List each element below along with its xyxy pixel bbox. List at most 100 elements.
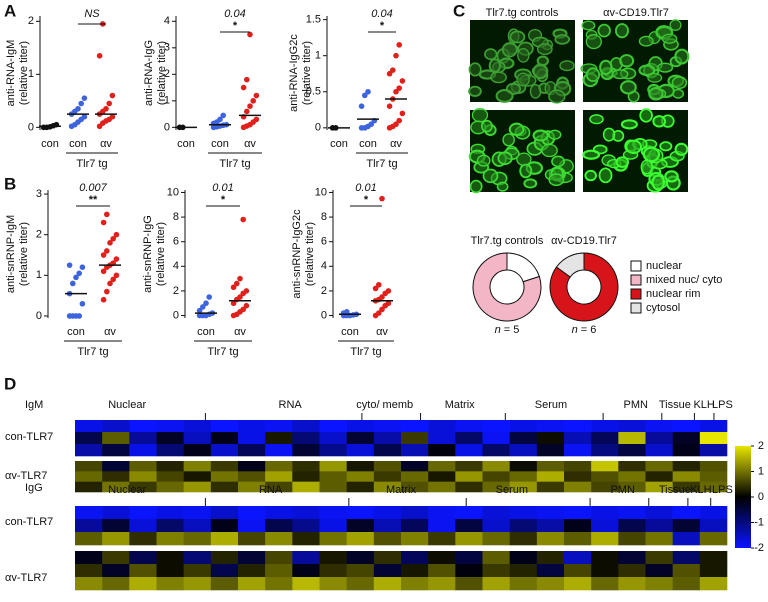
- image-title: αv-CD19.Tlr7: [603, 7, 669, 19]
- dot: [76, 313, 82, 319]
- dot: [376, 281, 382, 288]
- heatmap-cell: [292, 532, 320, 546]
- heatmap-cell: [455, 577, 483, 591]
- dot: [104, 211, 110, 218]
- heatmap-cell: [699, 551, 728, 565]
- heatmap-cell: [238, 444, 266, 457]
- heatmap-cell: [482, 432, 510, 445]
- y-tick-label: 4: [173, 260, 179, 272]
- heatmap-cell: [482, 471, 510, 482]
- heatmap-cell: [319, 444, 347, 457]
- dot: [385, 288, 392, 294]
- panel-label: B: [4, 174, 16, 193]
- y-axis-label: (relative titer): [18, 222, 30, 286]
- heatmap-cell: [455, 564, 483, 578]
- cell: [476, 154, 491, 167]
- dot: [217, 116, 223, 123]
- heatmap-cell: [428, 432, 456, 445]
- cell: [551, 155, 566, 168]
- heatmap-cell: [210, 506, 239, 520]
- cell: [615, 156, 630, 168]
- heatmap-cell: [265, 461, 293, 472]
- heatmap-cell: [319, 564, 347, 578]
- heatmap-cell: [156, 506, 184, 520]
- heatmap-cell: [536, 420, 565, 433]
- heatmap-cell: [509, 519, 538, 533]
- heatmap-cell: [482, 564, 510, 578]
- dot: [247, 103, 253, 109]
- heatmap-cell: [618, 432, 646, 445]
- dot: [109, 113, 116, 120]
- heatmap-cell: [75, 420, 103, 433]
- heatmap-cell: [401, 432, 429, 445]
- heatmap-cell: [591, 577, 619, 591]
- heatmap-cell: [292, 564, 320, 578]
- dot: [385, 300, 392, 307]
- cell: [582, 149, 601, 160]
- heatmap-cell: [618, 564, 646, 578]
- stars: *: [233, 20, 238, 32]
- significance: 0.04: [371, 8, 392, 20]
- dot: [386, 103, 393, 109]
- group-label: Tlr7 tg: [77, 346, 108, 358]
- cell: [611, 69, 629, 80]
- heatmap-cell: [373, 551, 402, 565]
- cell: [516, 152, 532, 166]
- cell: [468, 62, 482, 77]
- panel-label: A: [4, 1, 16, 20]
- heatmap-cell: [210, 444, 239, 457]
- heatmap-cell: [75, 532, 103, 546]
- heatmap-cell: [672, 481, 701, 493]
- cell: [615, 23, 629, 39]
- x-tick-label: αv: [244, 138, 256, 150]
- heatmap-cell: [509, 432, 538, 445]
- heatmap-cell: [455, 432, 483, 445]
- y-tick-label: 3: [164, 42, 170, 54]
- dot: [96, 52, 103, 59]
- heatmap-cell: [699, 532, 728, 546]
- heatmap-cell: [319, 420, 347, 433]
- pie-slice: [506, 252, 540, 283]
- cell: [672, 88, 685, 99]
- heatmap-cell: [238, 471, 266, 482]
- colorbar: [735, 446, 751, 548]
- y-tick-label: 0: [36, 310, 42, 322]
- cell: [501, 42, 518, 58]
- heatmap-cell: [238, 577, 266, 591]
- cell: [548, 173, 565, 187]
- dot: [104, 288, 110, 295]
- heatmap-cell: [564, 444, 592, 457]
- heatmap-cell: [618, 481, 646, 493]
- y-tick-label: 0.5: [306, 86, 321, 98]
- dot: [240, 306, 246, 313]
- heatmap-cell: [401, 471, 429, 482]
- significance: 0.01: [212, 182, 233, 194]
- heatmap-cell: [265, 551, 293, 565]
- heatmap-cell: [102, 444, 130, 457]
- dot: [393, 88, 399, 95]
- dot: [103, 105, 109, 112]
- dot: [100, 252, 107, 258]
- heatmap-cell: [645, 444, 673, 457]
- heatmap-cell: [645, 471, 673, 482]
- heatmap-cell: [292, 519, 320, 533]
- legend-label: nuclear rim: [646, 288, 700, 300]
- heatmap-cell: [210, 551, 239, 565]
- heatmap-cell: [183, 471, 212, 482]
- cell: [471, 107, 489, 123]
- x-tick-label: con: [341, 326, 359, 338]
- heatmap-cell: [319, 532, 347, 546]
- heatmap-cell: [482, 420, 510, 433]
- heatmap-cell: [482, 461, 510, 472]
- heatmap-cell: [699, 506, 728, 520]
- legend-label: cytosol: [646, 302, 680, 314]
- dot: [113, 231, 120, 238]
- x-tick-label: αv: [104, 326, 116, 338]
- cell: [619, 54, 635, 68]
- heatmap-cell: [428, 532, 456, 546]
- heatmap-cell: [564, 564, 592, 578]
- y-axis-label: (relative titer): [301, 41, 313, 105]
- legend-label: nuclear: [646, 260, 682, 272]
- heatmap-cell: [346, 506, 375, 520]
- heatmap-cell: [645, 577, 673, 591]
